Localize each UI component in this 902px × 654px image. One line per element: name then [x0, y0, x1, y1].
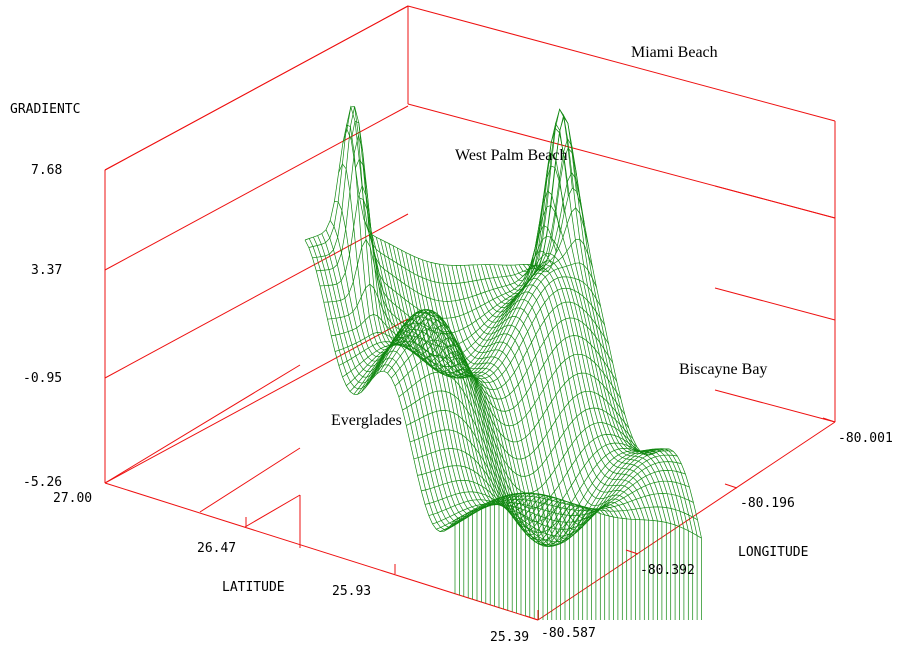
surface-column-line	[363, 218, 517, 505]
latitude-axis-label: LATITUDE	[222, 580, 285, 595]
surface-column-line	[313, 236, 465, 528]
surface-column-line	[321, 233, 473, 523]
floor-grid-line	[244, 494, 301, 528]
surface-column-line	[539, 187, 702, 539]
surface-column-line	[480, 264, 641, 520]
surface-column-line	[501, 260, 663, 522]
longitude-tick-mark	[822, 417, 836, 423]
surface-column-line	[489, 264, 650, 521]
surface-column-line	[535, 147, 698, 536]
surface-column-line	[350, 120, 504, 507]
surface-column-line	[485, 264, 645, 521]
longitude-tick-mark	[625, 549, 639, 555]
surface-column-line	[527, 108, 689, 531]
longitude-tick-mark	[525, 615, 539, 621]
surface-column-line	[531, 116, 694, 534]
longitude-axis-label: LONGITUDE	[738, 545, 808, 560]
annotation-west-palm-beach: West Palm Beach	[455, 147, 567, 164]
surface-column-line	[396, 247, 552, 524]
latitude-tick-label: 25.93	[332, 584, 371, 599]
surface-column-line	[510, 235, 672, 524]
grid-line	[714, 185, 836, 219]
surface-row-line	[375, 309, 617, 412]
z-tick-label: 7.68	[31, 163, 62, 178]
grid-line	[104, 318, 409, 484]
annotation-everglades: Everglades	[331, 412, 402, 429]
grid-line	[104, 213, 409, 379]
surface-column-line	[518, 165, 680, 527]
box-edge-back-right-top	[407, 5, 836, 122]
surface-column-line	[497, 264, 658, 522]
plot-box	[104, 5, 836, 621]
surface-column-line	[401, 250, 557, 528]
box-edge-front-bottom	[104, 482, 539, 621]
surface-column-line	[506, 253, 667, 523]
surface-row-line	[308, 105, 545, 284]
surface-column-line	[476, 264, 636, 520]
surface-column-line	[422, 259, 579, 545]
surface-column-line	[426, 261, 583, 547]
latitude-tick-label: 27.00	[53, 491, 92, 506]
annotation-biscayne-bay: Biscayne Bay	[679, 361, 767, 378]
longitude-tick-label: -80.001	[838, 431, 893, 446]
latitude-tick-label: 25.39	[490, 630, 529, 645]
grid-line	[714, 389, 836, 423]
z-tick-label: -5.26	[23, 475, 62, 490]
axis-ticks	[104, 417, 836, 621]
surface-column-line	[334, 201, 487, 515]
surface-column-line	[405, 252, 561, 532]
z-tick-label: -0.95	[23, 371, 62, 386]
surface-column-line	[325, 229, 478, 520]
surface-column-line	[342, 124, 495, 511]
grid-line	[104, 105, 409, 271]
grid-line	[104, 5, 409, 171]
surface-column-line	[417, 258, 574, 543]
surface-row-line	[428, 450, 674, 537]
z-tick-label: 3.37	[31, 263, 62, 278]
surface-column-line	[317, 235, 469, 526]
surface-column-line	[468, 265, 628, 520]
surface-column-line	[308, 238, 460, 530]
longitude-tick-label: -80.587	[541, 626, 596, 641]
annotation-miami-beach: Miami Beach	[631, 44, 718, 61]
floor-grid-line	[104, 364, 301, 484]
floor-grid-line	[199, 447, 301, 513]
grid-line	[714, 287, 836, 321]
surface-column-line	[304, 239, 456, 532]
surface-column-line	[522, 127, 685, 529]
longitude-tick-label: -80.392	[640, 563, 695, 578]
grid-lines	[104, 5, 836, 548]
surface-row-line	[312, 106, 549, 302]
surface-column-line	[355, 158, 508, 506]
surface-column-line	[430, 262, 588, 547]
surface-column-line	[438, 264, 597, 546]
longitude-tick-mark	[724, 483, 738, 489]
z-axis-label: GRADIENTC	[10, 102, 80, 117]
surface-column-line	[472, 264, 632, 520]
surface-mesh	[304, 105, 702, 620]
surface-column-line	[413, 256, 570, 540]
latitude-tick-label: 26.47	[197, 541, 236, 556]
surface-column-line	[514, 205, 676, 526]
surface-row-line	[319, 184, 557, 334]
longitude-tick-label: -80.196	[740, 496, 795, 511]
surface-column-line	[434, 263, 592, 547]
surface-column-line	[359, 197, 513, 506]
box-edge-right-bottom	[537, 421, 836, 621]
